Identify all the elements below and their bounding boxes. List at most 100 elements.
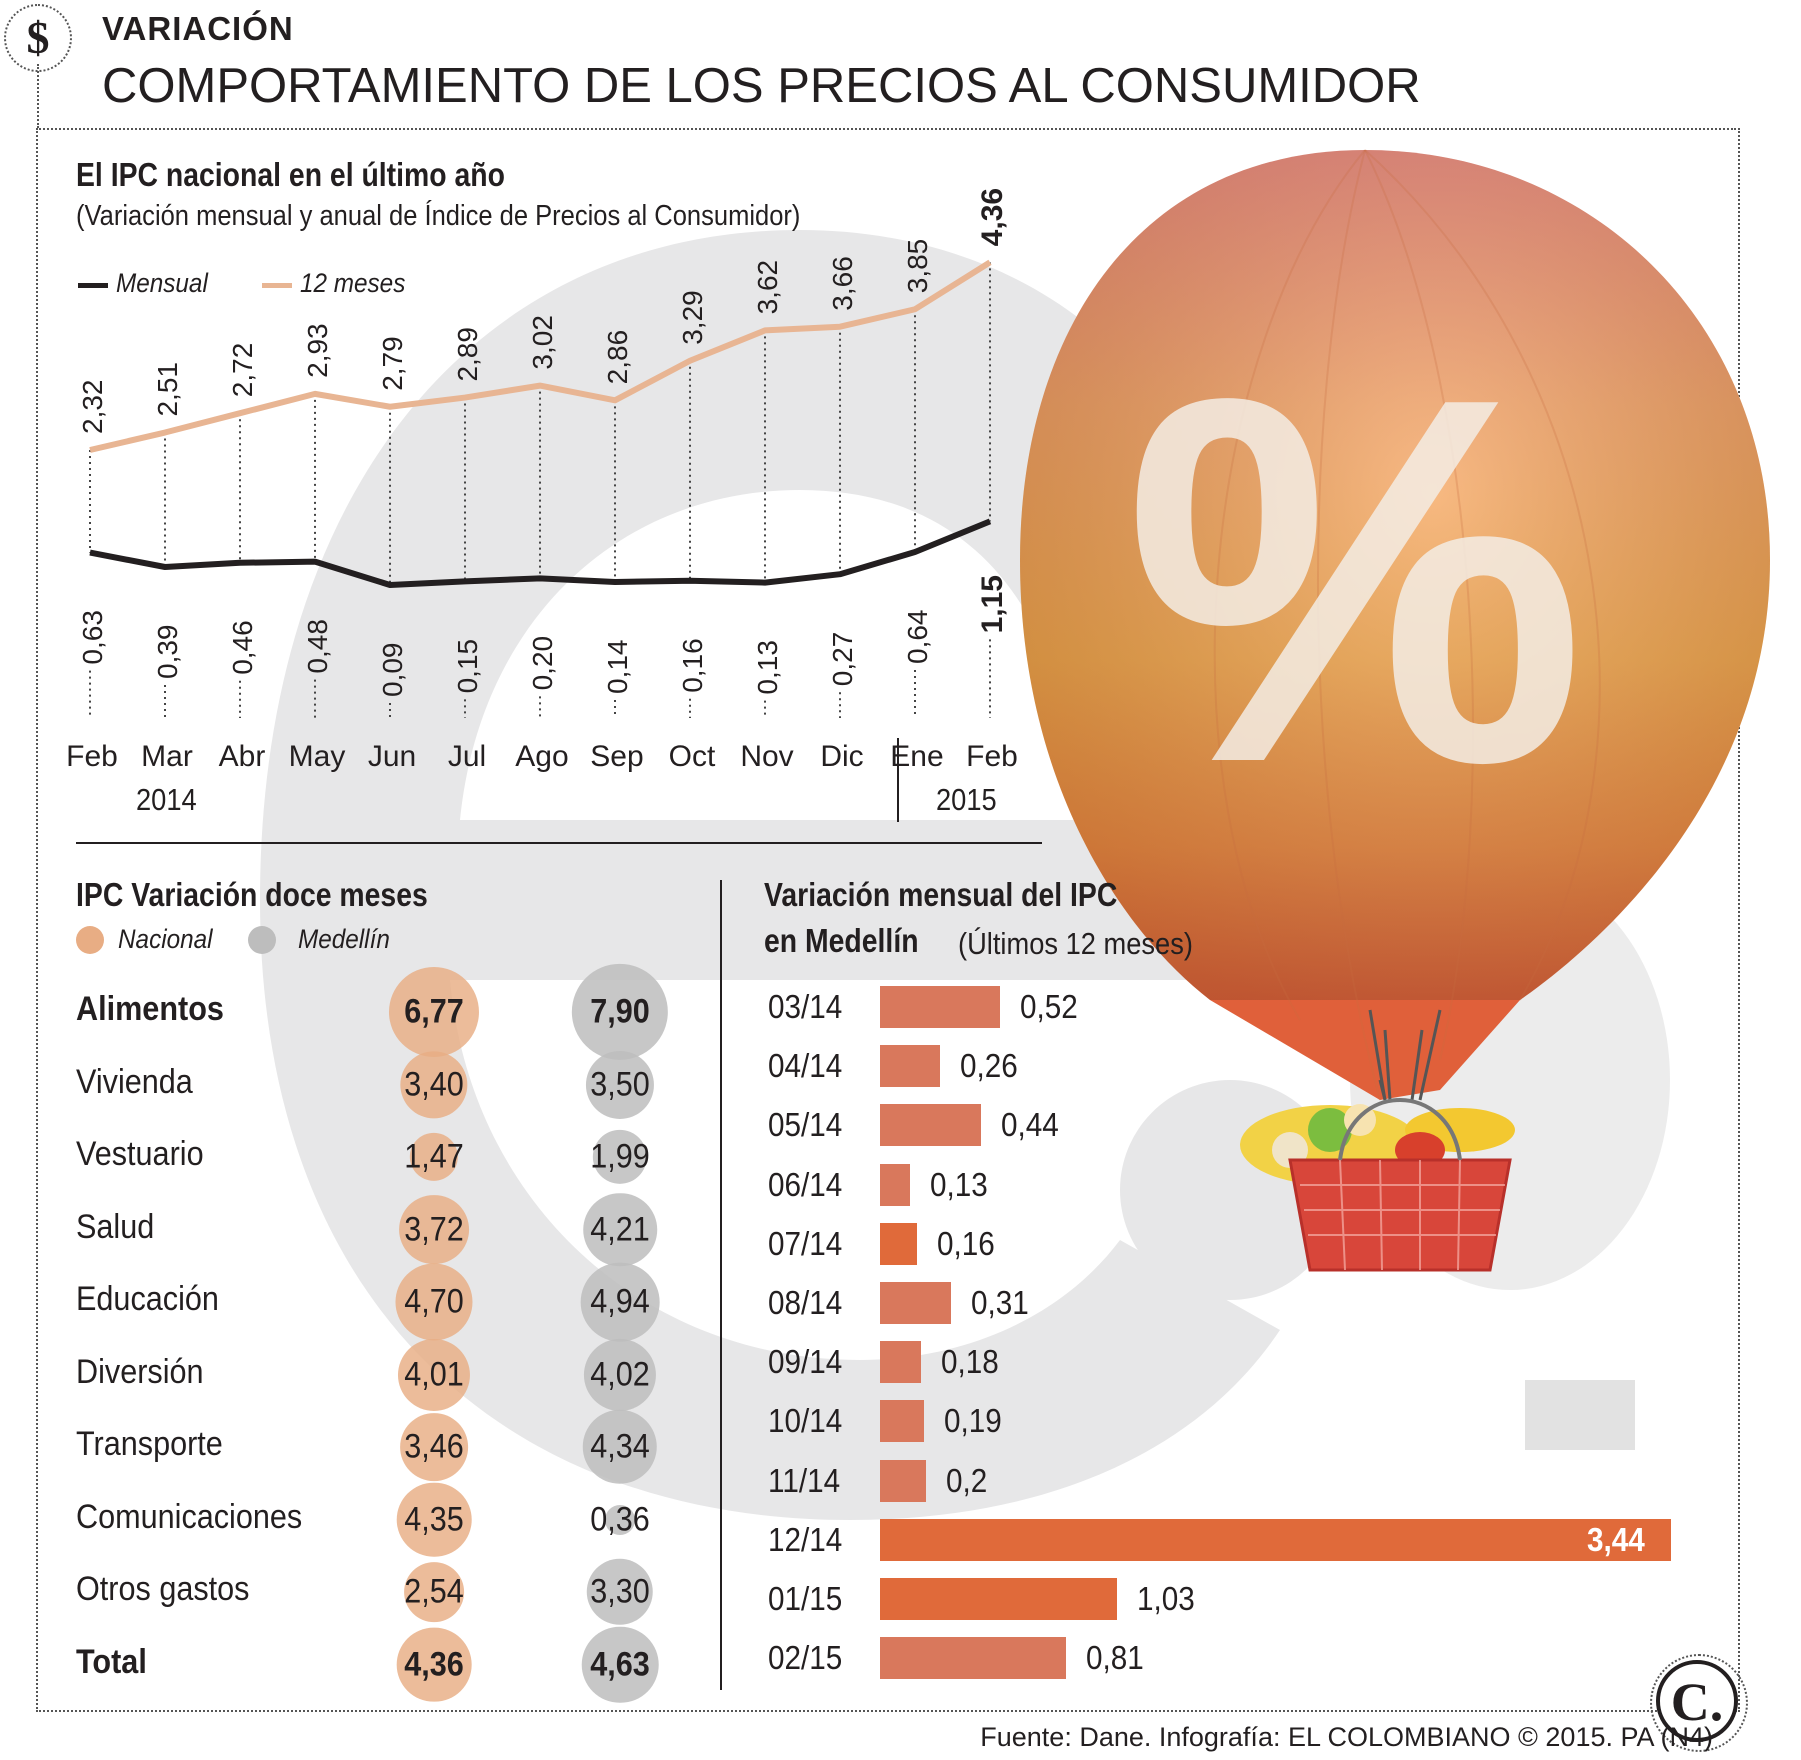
bar: [880, 1222, 917, 1265]
bubble-value-nacional: 3,46: [404, 1427, 464, 1466]
bar-category-label: 08/14: [768, 1284, 843, 1321]
bar-value-label: 0,2: [946, 1461, 988, 1499]
bubble-value-medellin: 4,21: [590, 1210, 650, 1248]
year-divider: [897, 738, 899, 822]
bar-value-label: 1,03: [1136, 1580, 1195, 1617]
bubble-value-nacional: 4,36: [404, 1645, 464, 1683]
monthly-value-label: 0,27: [827, 632, 858, 687]
bubble-medellin: [592, 1129, 648, 1185]
bubble-value-medellin: 4,94: [590, 1282, 650, 1321]
x-tick-label: Sep: [590, 740, 643, 773]
bar-value-label: 0,81: [1086, 1639, 1145, 1677]
kicker: VARIACIÓN: [102, 10, 294, 47]
bar: [880, 1518, 1672, 1561]
bubble-value-nacional: 2,54: [404, 1572, 464, 1611]
bubble-row-label: Transporte: [76, 1425, 223, 1463]
monthly-value-label: 0,16: [677, 638, 708, 693]
bar: [880, 1578, 1117, 1620]
bubble-medellin: [585, 1050, 655, 1119]
bubble-value-medellin: 4,02: [590, 1355, 650, 1393]
bubble-row-label: Otros gastos: [76, 1570, 250, 1608]
year-label-2014: 2014: [136, 782, 197, 817]
x-tick-label: Dic: [820, 740, 863, 773]
series-12-meses-line: [89, 259, 992, 453]
legend-medellin-dot: [248, 926, 276, 954]
bar-value-label: 0,16: [936, 1224, 995, 1262]
x-tick-label: Nov: [740, 740, 793, 773]
legend-nacional-label: Nacional: [118, 924, 213, 954]
annual-value-label: 2,72: [227, 343, 258, 398]
bar-value-label: 3,44: [1587, 1520, 1645, 1558]
x-tick-label: May: [289, 740, 346, 773]
annual-value-label: 4,36: [976, 188, 1009, 246]
el-colombiano-logo: C.: [1656, 1660, 1738, 1742]
bar-category-label: 02/15: [768, 1639, 843, 1677]
bar: [880, 1104, 982, 1147]
bubble-medellin: [581, 1626, 659, 1703]
annual-value-label: 3,02: [527, 315, 558, 370]
bubble-medellin: [582, 1409, 658, 1485]
bubble-medellin: [583, 1338, 657, 1411]
frame-border: [36, 128, 1740, 1712]
year-label-2015: 2015: [936, 782, 997, 817]
grocery-basket: [1240, 1098, 1515, 1272]
bubble-row-label: Diversión: [76, 1352, 204, 1391]
annual-value-label: 3,62: [752, 260, 783, 315]
bar: [880, 1400, 924, 1443]
bar-category-label: 01/15: [768, 1580, 843, 1617]
balloon-ropes: [1368, 1009, 1442, 1101]
x-tick-label: Abr: [219, 740, 266, 773]
bubble-value-medellin: 4,63: [590, 1645, 650, 1683]
x-tick-label: Feb: [966, 740, 1018, 773]
bubble-value-nacional: 4,70: [404, 1282, 464, 1321]
bubble-medellin: [580, 1262, 660, 1342]
x-tick-label: Ene: [890, 740, 943, 773]
line-chart-title: El IPC nacional en el último año: [76, 156, 505, 193]
x-tick-label: Oct: [669, 740, 716, 773]
annual-value-label: 3,85: [902, 239, 933, 294]
bubble-row-label: Educación: [76, 1280, 219, 1318]
bubble-value-medellin: 3,50: [590, 1065, 650, 1103]
x-tick-label: Jun: [368, 740, 416, 773]
legend-mensual-label: Mensual: [116, 268, 208, 298]
balloon-shading: [1020, 150, 1770, 1000]
bar-section-title-2: en Medellín: [764, 922, 919, 959]
bubble-nacional: [395, 1263, 473, 1341]
legend-anual-swatch: [262, 283, 292, 288]
bubble-row-label: Alimentos: [76, 990, 224, 1028]
bubble-row-label: Comunicaciones: [76, 1497, 303, 1536]
bar-category-label: 04/14: [768, 1047, 843, 1085]
bar-section-note: (Últimos 12 meses): [958, 926, 1193, 961]
bubble-value-medellin: 4,34: [590, 1427, 650, 1466]
bubble-value-medellin: 0,36: [590, 1500, 650, 1538]
balloon-skirt: [1210, 1000, 1520, 1100]
bubble-value-nacional: 3,40: [404, 1065, 464, 1103]
source-credit: Fuente: Dane. Infografía: EL COLOMBIANO …: [980, 1722, 1713, 1752]
bubble-section-title: IPC Variación doce meses: [76, 876, 428, 913]
monthly-value-label: 0,09: [377, 643, 408, 698]
annual-value-label: 3,66: [827, 256, 858, 311]
bubble-nacional: [396, 1627, 472, 1702]
bubble-value-nacional: 6,77: [404, 992, 464, 1031]
bar: [880, 1045, 940, 1088]
bar: [880, 1459, 926, 1502]
bar-value-label: 0,19: [943, 1402, 1002, 1440]
monthly-value-label: 0,48: [302, 619, 333, 674]
bar-value-label: 0,31: [971, 1284, 1030, 1321]
bar-value-label: 0,44: [1001, 1106, 1059, 1144]
bubble-value-medellin: 7,90: [590, 992, 650, 1031]
bubble-row-label: Vestuario: [76, 1135, 204, 1173]
frame-top-border: [36, 128, 1736, 130]
bubble-medellin: [583, 1192, 657, 1267]
bubble-nacional: [409, 1132, 459, 1182]
bar-section-title: Variación mensual del IPC: [764, 876, 1118, 913]
bar: [880, 1163, 910, 1206]
bar-value-label: 0,13: [929, 1165, 988, 1203]
page-title: COMPORTAMIENTO DE LOS PRECIOS AL CONSUMI…: [102, 59, 1421, 113]
bubble-medellin: [605, 1504, 635, 1535]
legend-nacional-dot: [76, 926, 104, 954]
bubble-value-nacional: 1,47: [404, 1137, 464, 1176]
bubble-value-nacional: 4,35: [404, 1500, 464, 1538]
legend-anual-label: 12 meses: [300, 268, 406, 298]
annual-value-label: 2,51: [152, 362, 183, 417]
